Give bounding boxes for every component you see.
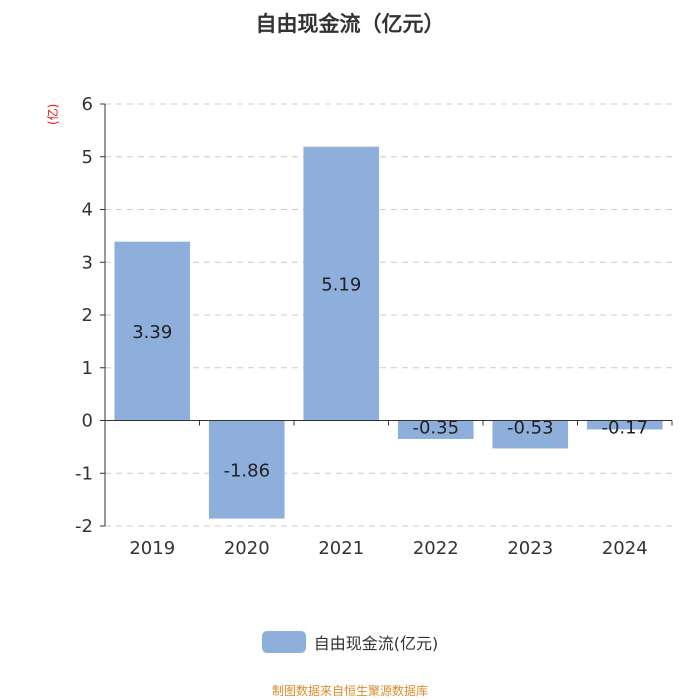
y-tick-label: 1 — [82, 358, 93, 379]
data-label: -0.53 — [507, 418, 554, 439]
data-label: 3.39 — [132, 322, 172, 343]
x-tick-label: 2024 — [602, 538, 648, 559]
bar — [586, 420, 663, 430]
data-label: -0.35 — [412, 418, 459, 439]
x-tick-label: 2022 — [413, 538, 459, 559]
bar — [397, 420, 474, 439]
y-tick-label: -2 — [75, 516, 93, 537]
bar — [492, 420, 569, 449]
bar — [208, 420, 285, 519]
y-tick-label: 4 — [82, 200, 93, 221]
legend-swatch — [261, 631, 306, 653]
x-tick-label: 2023 — [507, 538, 553, 559]
bar — [114, 241, 191, 421]
y-tick-label: -1 — [75, 463, 93, 484]
chart-title: 自由现金流（亿元） — [255, 12, 445, 36]
y-tick-label: 6 — [82, 94, 93, 115]
y-tick-label: 5 — [82, 147, 93, 168]
source-note: 制图数据来自恒生聚源数据库 — [271, 684, 428, 698]
y-tick-label: 0 — [82, 411, 93, 432]
x-tick-label: 2019 — [129, 538, 175, 559]
data-label: 5.19 — [321, 275, 361, 296]
y-tick-label: 2 — [82, 305, 93, 326]
y-tick-label: 3 — [82, 252, 93, 273]
legend-label: 自由现金流(亿元) — [313, 634, 439, 653]
x-tick-label: 2020 — [224, 538, 270, 559]
bar — [303, 146, 380, 421]
data-label: -0.17 — [601, 418, 648, 439]
x-tick-label: 2021 — [318, 538, 364, 559]
legend[interactable]: 自由现金流(亿元) — [0, 630, 700, 654]
data-label: -1.86 — [223, 461, 270, 482]
